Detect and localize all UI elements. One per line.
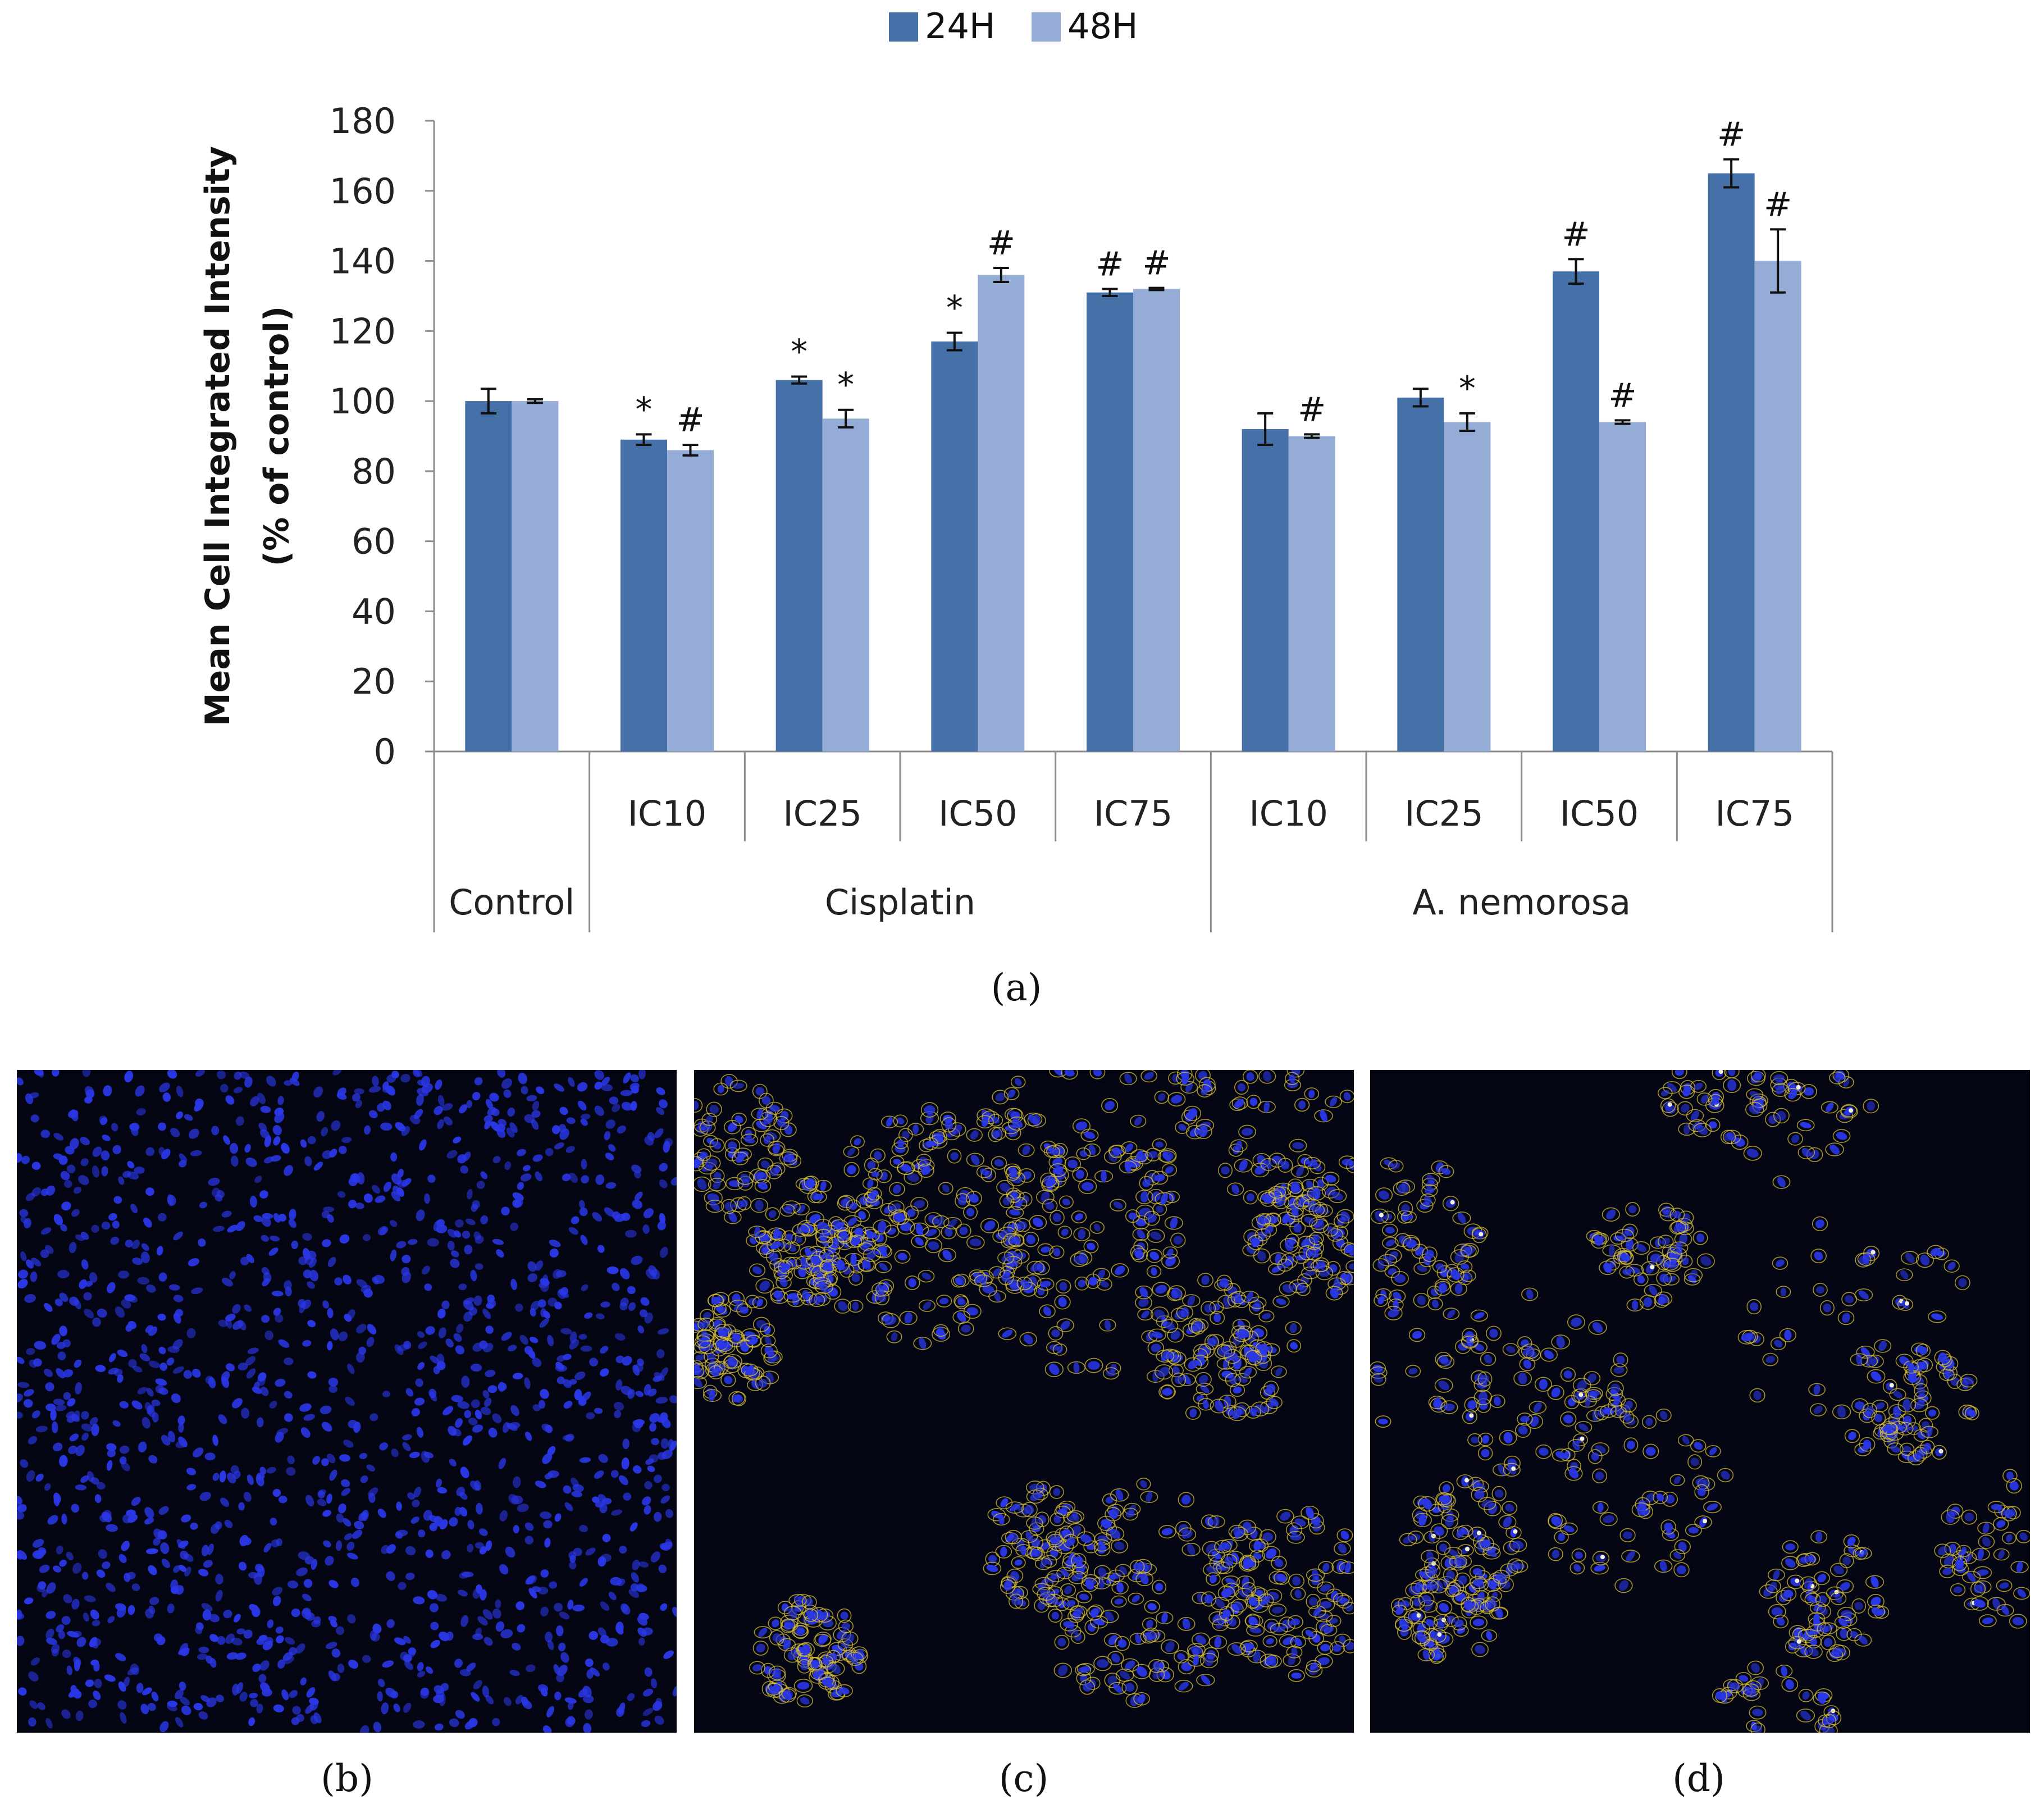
caption-d: (d)	[1672, 1757, 1725, 1800]
y-tick-label: 40	[352, 591, 396, 632]
bar-48H	[1288, 436, 1335, 751]
x-group-label: Cisplatin	[825, 882, 975, 923]
y-axis-title: (% of control)	[257, 306, 296, 567]
bar-48H	[1754, 261, 1801, 751]
bar-24H	[1397, 397, 1444, 751]
micrograph-control	[17, 1070, 677, 1733]
bar-24H	[1553, 271, 1599, 751]
y-tick-label: 80	[352, 451, 396, 492]
bar-48H	[978, 275, 1025, 751]
x-group-label: A. nemorosa	[1412, 882, 1631, 923]
legend-label: 24H	[925, 6, 996, 47]
significance-mark: #	[676, 400, 704, 440]
bar-24H	[775, 380, 823, 751]
bar-24H	[465, 401, 512, 751]
bar-24H	[620, 439, 667, 751]
y-tick-label: 120	[330, 311, 396, 352]
significance-mark: *	[1459, 369, 1476, 408]
legend-label: 48H	[1067, 6, 1138, 47]
x-category-label: IC75	[1094, 793, 1172, 834]
x-category-label: IC25	[1404, 793, 1483, 834]
significance-mark: #	[1717, 115, 1745, 154]
bar-48H	[512, 401, 559, 751]
significance-mark: #	[987, 224, 1015, 263]
significance-mark: *	[791, 332, 807, 371]
caption-c: (c)	[998, 1757, 1049, 1800]
bar-48H	[1133, 289, 1180, 751]
y-tick-label: 140	[330, 241, 396, 282]
bar-24H	[931, 341, 978, 751]
y-tick-label: 100	[330, 381, 396, 422]
significance-mark: #	[1298, 390, 1326, 429]
significance-mark: #	[1608, 376, 1636, 415]
bar-48H	[1599, 422, 1646, 751]
x-category-label: IC50	[1560, 793, 1639, 834]
caption-a: (a)	[991, 966, 1042, 1009]
micrograph-a-nemorosa	[1370, 1070, 2030, 1733]
significance-mark: #	[1142, 244, 1170, 283]
bar-chart: 0 20 40 60 80 100 120 140 160 180 Mean Cell Integr…	[198, 6, 1833, 932]
caption-b: (b)	[321, 1757, 373, 1800]
significance-mark: *	[837, 366, 854, 405]
significance-mark: #	[1096, 244, 1124, 284]
bar-24H	[1708, 173, 1755, 751]
x-group-label: Control	[449, 882, 574, 923]
y-axis-title: Mean Cell Integrated Intensity	[198, 146, 238, 726]
bar-48H	[1444, 422, 1491, 751]
micrograph-cisplatin	[694, 1070, 1354, 1733]
significance-mark: *	[946, 288, 963, 327]
legend-swatch-24H	[889, 12, 918, 42]
significance-mark: #	[1562, 215, 1590, 254]
bar-24H	[1087, 292, 1133, 751]
x-category-label: IC10	[628, 793, 706, 834]
significance-mark: #	[1764, 185, 1792, 224]
x-category-label: IC50	[938, 793, 1017, 834]
y-tick-label: 0	[374, 731, 396, 772]
y-tick-label: 160	[330, 171, 396, 212]
x-category-label: IC75	[1715, 793, 1794, 834]
bar-48H	[667, 450, 714, 751]
bar-24H	[1242, 429, 1289, 751]
x-category-label: IC10	[1249, 793, 1327, 834]
x-category-label: IC25	[783, 793, 861, 834]
y-tick-label: 60	[352, 521, 396, 562]
legend-swatch-48H	[1032, 12, 1061, 42]
significance-mark: *	[636, 390, 653, 429]
bar-48H	[822, 418, 869, 751]
y-tick-label: 20	[352, 661, 396, 702]
y-tick-label: 180	[330, 101, 396, 142]
